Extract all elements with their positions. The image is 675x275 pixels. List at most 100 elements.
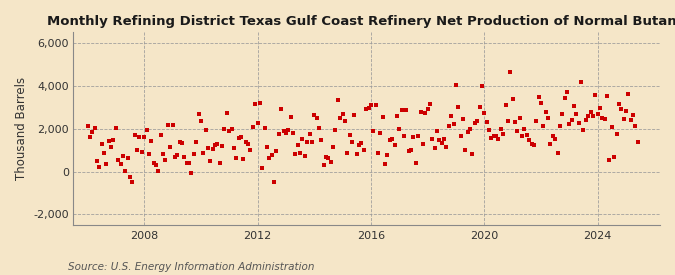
Point (375, 131, 386, 136)
Point (620, 109, 631, 114)
Point (488, 134, 499, 138)
Point (354, 143, 364, 147)
Point (335, 116, 346, 120)
Point (630, 124, 641, 128)
Point (425, 102, 435, 106)
Point (141, 128, 152, 132)
Point (446, 114, 456, 118)
Point (540, 110, 551, 114)
Point (392, 114, 402, 118)
Point (535, 101, 546, 106)
Point (252, 121, 263, 126)
Point (160, 158, 171, 163)
Point (564, 122, 574, 126)
Point (342, 151, 353, 155)
Point (396, 108, 407, 112)
Point (531, 119, 541, 124)
Point (583, 114, 593, 118)
Point (283, 128, 294, 133)
Point (198, 151, 209, 155)
Point (491, 134, 502, 138)
Point (254, 101, 265, 105)
Point (111, 126, 122, 130)
Point (521, 133, 532, 137)
Point (495, 127, 506, 131)
Point (590, 93, 601, 97)
Point (371, 103, 381, 107)
Point (625, 118, 636, 122)
Point (552, 151, 563, 156)
Point (545, 142, 556, 146)
Point (389, 143, 400, 147)
Point (321, 155, 331, 159)
Point (614, 101, 624, 106)
Point (403, 148, 414, 153)
Point (172, 153, 183, 157)
Point (427, 136, 437, 141)
Point (595, 106, 605, 111)
Point (139, 135, 150, 139)
Point (130, 133, 140, 138)
Title: Monthly Refining District Texas Gulf Coast Refinery Net Production of Normal But: Monthly Refining District Texas Gulf Coa… (47, 15, 675, 28)
Point (420, 111, 431, 115)
Point (84, 135, 95, 139)
Point (278, 129, 289, 133)
Point (290, 152, 301, 156)
Point (94, 165, 105, 170)
Point (243, 142, 254, 146)
Point (292, 143, 303, 148)
Point (410, 161, 421, 165)
Point (202, 146, 213, 151)
Point (363, 106, 374, 111)
Point (458, 117, 468, 121)
Point (380, 161, 391, 166)
Point (297, 137, 308, 141)
Point (568, 104, 579, 108)
Point (158, 152, 169, 156)
Point (587, 114, 598, 119)
Point (512, 129, 522, 133)
Point (215, 160, 225, 165)
Point (120, 168, 131, 173)
Point (524, 138, 535, 142)
Point (604, 158, 615, 163)
Point (210, 143, 221, 148)
Point (453, 105, 464, 109)
Point (191, 139, 202, 144)
Point (368, 129, 379, 133)
Point (240, 139, 251, 144)
Point (309, 113, 320, 118)
Point (262, 145, 273, 149)
Point (264, 156, 275, 161)
Point (443, 123, 454, 128)
Point (217, 144, 227, 149)
Point (597, 116, 608, 120)
Point (377, 115, 388, 119)
Point (385, 137, 396, 142)
Point (460, 148, 470, 152)
Point (559, 96, 570, 101)
Point (306, 140, 317, 145)
Point (115, 161, 126, 166)
Point (464, 126, 475, 131)
Point (547, 133, 558, 138)
Point (417, 142, 428, 147)
Point (200, 128, 211, 132)
Point (609, 154, 620, 159)
Point (526, 142, 537, 147)
Point (323, 156, 334, 160)
Point (519, 127, 530, 131)
Point (507, 97, 518, 101)
Point (450, 83, 461, 87)
Point (549, 137, 560, 141)
Point (89, 126, 100, 131)
Point (361, 107, 372, 111)
Point (510, 120, 520, 124)
Point (221, 111, 232, 116)
Point (250, 102, 261, 106)
Point (226, 127, 237, 131)
Point (585, 109, 596, 114)
Point (373, 150, 383, 155)
Point (212, 142, 223, 147)
Point (474, 105, 485, 109)
